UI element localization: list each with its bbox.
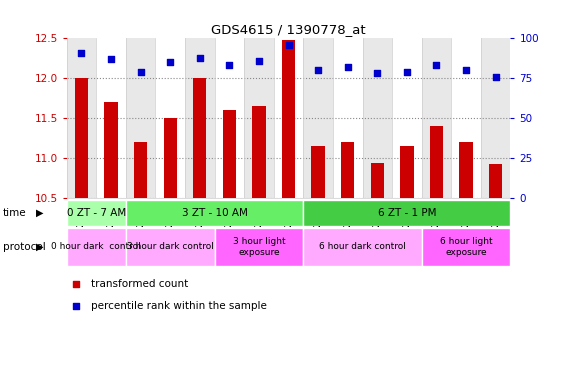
Point xyxy=(136,69,145,75)
Bar xyxy=(67,200,126,226)
Text: 3 hour light
exposure: 3 hour light exposure xyxy=(233,237,285,257)
Point xyxy=(224,63,234,69)
Bar xyxy=(341,142,354,198)
Bar xyxy=(362,38,392,198)
Text: 3 ZT - 10 AM: 3 ZT - 10 AM xyxy=(182,208,248,218)
Text: ▶: ▶ xyxy=(36,208,44,218)
Point xyxy=(343,64,352,70)
Point xyxy=(71,303,80,309)
Bar xyxy=(274,38,303,198)
Bar xyxy=(311,146,325,198)
Point xyxy=(491,74,500,80)
Bar xyxy=(126,228,215,266)
Point xyxy=(372,70,382,76)
Bar xyxy=(400,146,414,198)
Bar xyxy=(75,78,88,198)
Text: protocol: protocol xyxy=(3,242,46,252)
Bar xyxy=(104,102,118,198)
Text: 3 hour dark control: 3 hour dark control xyxy=(127,242,213,252)
Bar xyxy=(134,142,147,198)
Bar xyxy=(422,228,510,266)
Bar xyxy=(215,228,303,266)
Point xyxy=(255,58,264,64)
Point xyxy=(71,281,80,287)
Text: transformed count: transformed count xyxy=(91,279,188,289)
Point xyxy=(432,63,441,69)
Point xyxy=(195,55,204,61)
Bar xyxy=(155,38,185,198)
Bar xyxy=(67,228,126,266)
Text: 0 ZT - 7 AM: 0 ZT - 7 AM xyxy=(67,208,126,218)
Bar xyxy=(303,200,510,226)
Text: percentile rank within the sample: percentile rank within the sample xyxy=(91,301,267,311)
Bar xyxy=(126,38,155,198)
Bar xyxy=(215,38,244,198)
Bar xyxy=(333,38,362,198)
Bar xyxy=(303,228,422,266)
Bar xyxy=(282,40,295,198)
Point xyxy=(166,59,175,65)
Text: 0 hour dark  control: 0 hour dark control xyxy=(52,242,141,252)
Bar xyxy=(481,38,510,198)
Bar xyxy=(451,38,481,198)
Title: GDS4615 / 1390778_at: GDS4615 / 1390778_at xyxy=(211,23,366,36)
Text: 6 hour light
exposure: 6 hour light exposure xyxy=(440,237,492,257)
Bar xyxy=(164,118,177,198)
Bar xyxy=(459,142,473,198)
Bar xyxy=(422,38,451,198)
Point xyxy=(77,50,86,56)
Bar xyxy=(67,38,96,198)
Text: 6 ZT - 1 PM: 6 ZT - 1 PM xyxy=(378,208,436,218)
Text: ▶: ▶ xyxy=(36,242,44,252)
Point xyxy=(284,42,293,48)
Bar xyxy=(252,106,266,198)
Bar xyxy=(392,38,422,198)
Bar xyxy=(126,200,303,226)
Bar xyxy=(371,164,384,198)
Text: time: time xyxy=(3,208,27,218)
Bar xyxy=(96,38,126,198)
Point xyxy=(403,69,412,75)
Bar xyxy=(193,78,206,198)
Bar xyxy=(244,38,274,198)
Text: 6 hour dark control: 6 hour dark control xyxy=(319,242,406,252)
Bar xyxy=(185,38,215,198)
Point xyxy=(462,67,471,73)
Point xyxy=(107,56,116,62)
Point xyxy=(313,67,322,73)
Bar xyxy=(223,110,236,198)
Bar xyxy=(489,164,502,198)
Bar xyxy=(303,38,333,198)
Bar xyxy=(430,126,443,198)
